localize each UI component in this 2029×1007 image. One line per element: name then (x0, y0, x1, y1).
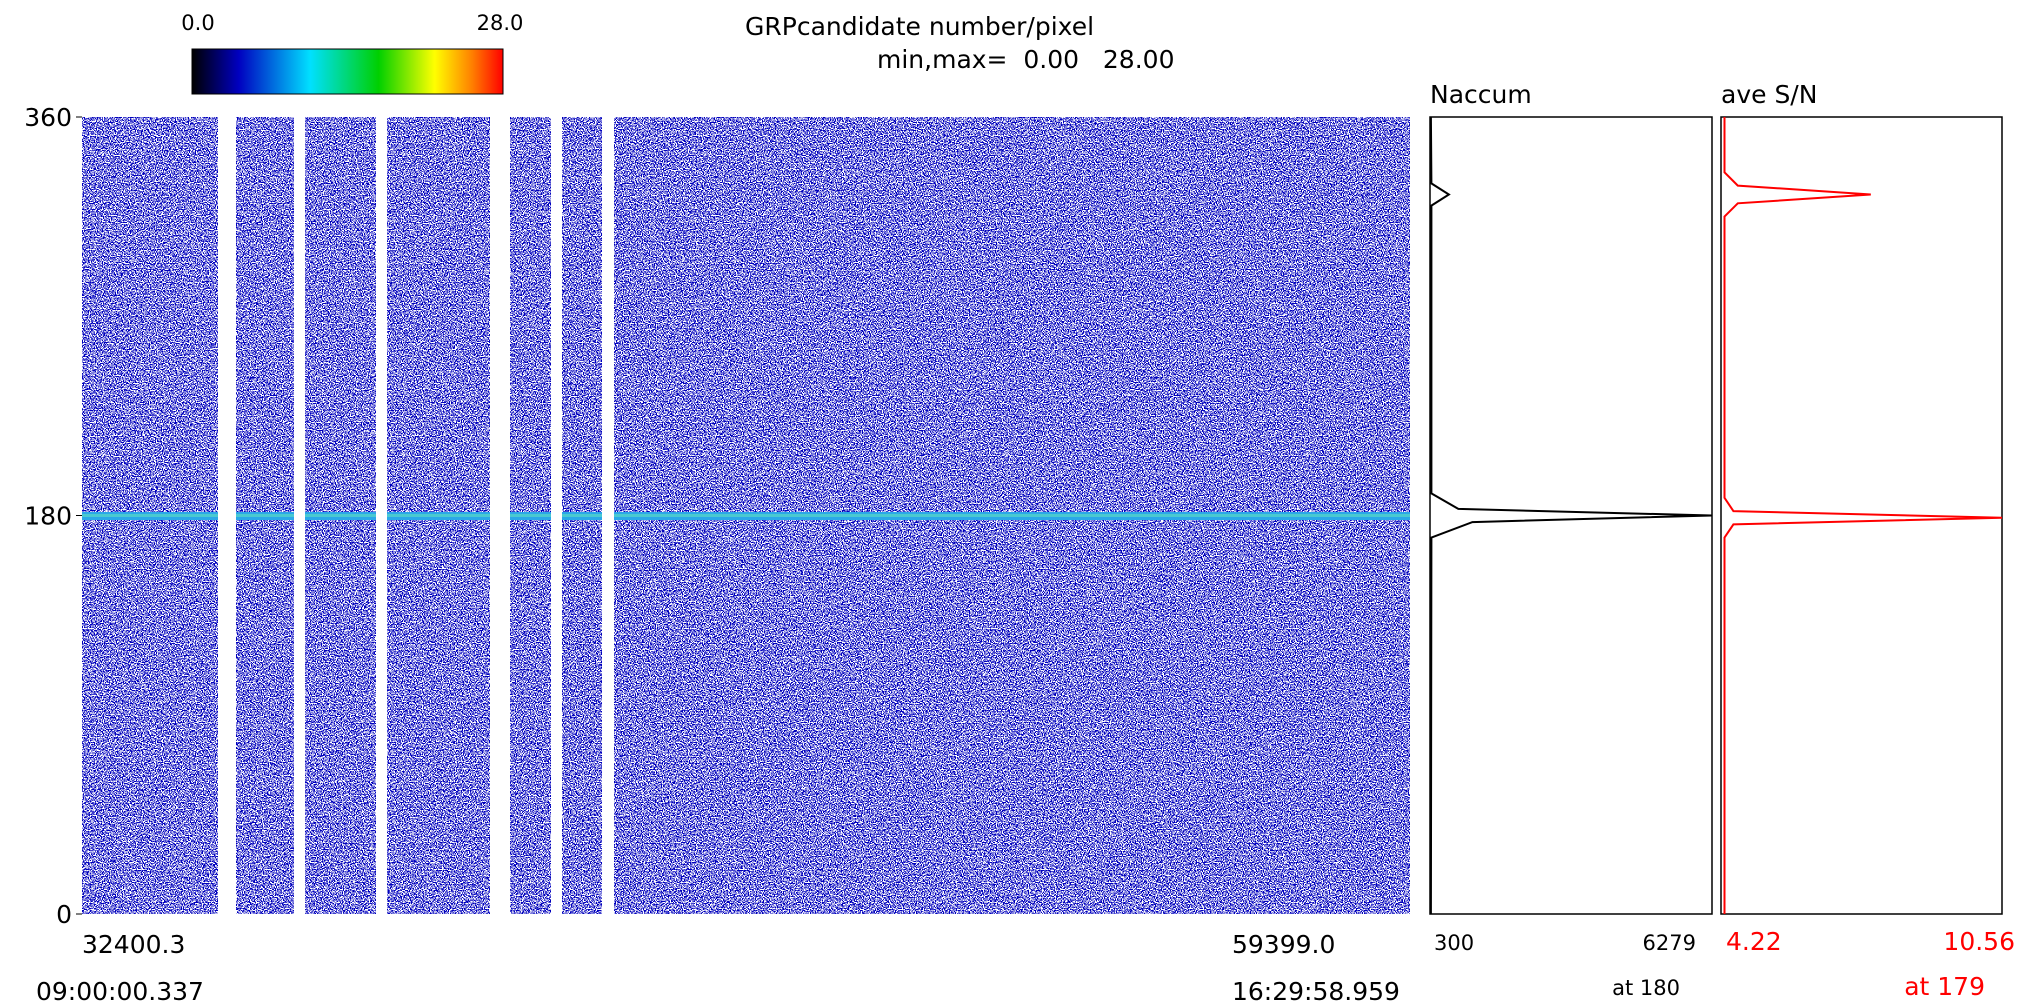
x-max-label: 6279 (1643, 931, 1696, 955)
profile-line (1429, 116, 1713, 915)
x-start: 32400.3 (82, 930, 185, 959)
profile-title: Naccum (1430, 80, 1532, 109)
title: GRPcandidate number/pixel (745, 12, 1094, 41)
peak-label: at 179 (1904, 972, 1985, 1001)
colorbar (191, 48, 504, 95)
profile-frame (1429, 116, 1713, 915)
time-end: 16:29:58.959 (1232, 977, 1400, 1003)
x-max-label: 10.56 (1943, 927, 2015, 956)
profile-line (1723, 117, 2003, 914)
y-tick-label: 180 (24, 502, 72, 531)
profile-title: ave S/N (1721, 80, 1817, 109)
x-min-label: 300 (1434, 931, 1474, 955)
y-tick-label: 0 (56, 900, 72, 929)
time-start: 09:00:00.337 (36, 977, 204, 1003)
heatmap (82, 117, 1410, 914)
y-tick-label: 360 (24, 103, 72, 132)
x-end: 59399.0 (1232, 930, 1335, 959)
peak-label: at 180 (1612, 976, 1680, 1000)
colorbar-min: 0.0 (181, 11, 214, 35)
profile-frame (1720, 116, 2003, 915)
x-min-label: 4.22 (1726, 927, 1782, 956)
colorbar-max: 28.0 (477, 11, 524, 35)
subtitle: min,max= 0.00 28.00 (877, 45, 1174, 74)
